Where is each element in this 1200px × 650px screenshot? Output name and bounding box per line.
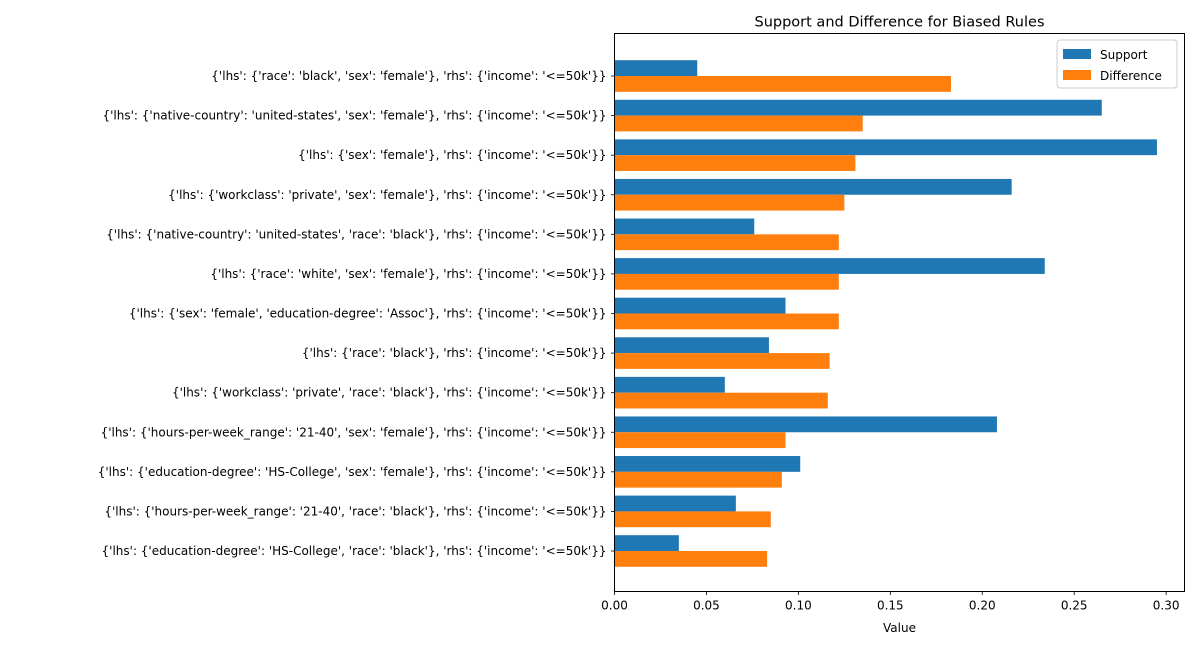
- bar-support-10: [614, 456, 801, 472]
- category-label: {'lhs': {'workclass': 'private', 'sex': …: [168, 188, 606, 202]
- category-labels: {'lhs': {'race': 'black', 'sex': 'female…: [98, 69, 615, 558]
- bar-support-5: [614, 258, 1045, 274]
- category-label: {'lhs': {'race': 'black'}, 'rhs': {'inco…: [302, 346, 607, 360]
- bar-support-11: [614, 495, 736, 512]
- category-label: {'lhs': {'sex': 'female'}, 'rhs': {'inco…: [298, 148, 606, 162]
- bar-difference-9: [614, 432, 786, 449]
- legend-swatch-difference: [1063, 70, 1091, 80]
- bar-difference-1: [614, 115, 863, 132]
- legend: Support Difference: [1056, 39, 1178, 89]
- bar-difference-5: [614, 273, 839, 290]
- bar-difference-12: [614, 551, 768, 567]
- bar-difference-8: [614, 392, 828, 409]
- category-label: {'lhs': {'race': 'white', 'sex': 'female…: [210, 267, 606, 281]
- bar-support-12: [614, 535, 679, 551]
- x-tick-label: 0.05: [693, 599, 720, 613]
- category-label: {'lhs': {'education-degree': 'HS-College…: [98, 465, 607, 479]
- bar-difference-3: [614, 194, 845, 211]
- category-label: {'lhs': {'education-degree': 'HS-College…: [102, 544, 607, 558]
- bar-support-0: [614, 60, 698, 76]
- bar-support-1: [614, 99, 1102, 116]
- category-label: {'lhs': {'native-country': 'united-state…: [106, 227, 606, 241]
- bar-difference-11: [614, 511, 771, 528]
- bar-difference-7: [614, 353, 830, 369]
- legend-swatch-support: [1063, 49, 1091, 59]
- plot-frame: [614, 33, 1185, 592]
- bar-difference-0: [614, 76, 951, 92]
- bar-support-8: [614, 376, 725, 393]
- bar-difference-6: [614, 313, 839, 330]
- x-axis-ticks: 0.00 0.05 0.10 0.15 0.20 0.25 0.30: [601, 591, 1180, 613]
- x-tick-label: 0.25: [1061, 599, 1088, 613]
- chart-title: Support and Difference for Biased Rules: [755, 15, 1045, 31]
- legend-label-difference: Difference: [1100, 69, 1162, 83]
- bars-group: [614, 60, 1157, 567]
- legend-label-support: Support: [1100, 48, 1148, 62]
- bar-support-2: [614, 139, 1157, 156]
- bar-support-9: [614, 416, 997, 433]
- category-label: {'lhs': {'hours-per-week_range': '21-40'…: [101, 425, 607, 439]
- category-label: {'lhs': {'native-country': 'united-state…: [102, 109, 606, 123]
- x-axis-label: Value: [883, 621, 916, 635]
- category-label: {'lhs': {'sex': 'female', 'education-deg…: [129, 307, 607, 321]
- bar-difference-2: [614, 155, 856, 171]
- x-tick-label: 0.00: [601, 599, 628, 613]
- x-tick-label: 0.20: [969, 599, 996, 613]
- bar-support-7: [614, 337, 769, 354]
- bar-support-3: [614, 178, 1012, 195]
- bar-support-6: [614, 297, 786, 314]
- category-label: {'lhs': {'workclass': 'private', 'race':…: [172, 386, 607, 400]
- category-label: {'lhs': {'hours-per-week_range': '21-40'…: [104, 504, 606, 518]
- x-tick-label: 0.10: [785, 599, 812, 613]
- bar-difference-10: [614, 471, 782, 488]
- bar-difference-4: [614, 234, 839, 251]
- x-tick-label: 0.15: [877, 599, 904, 613]
- x-tick-label: 0.30: [1153, 599, 1180, 613]
- category-label: {'lhs': {'race': 'black', 'sex': 'female…: [211, 69, 606, 83]
- bar-support-4: [614, 218, 755, 235]
